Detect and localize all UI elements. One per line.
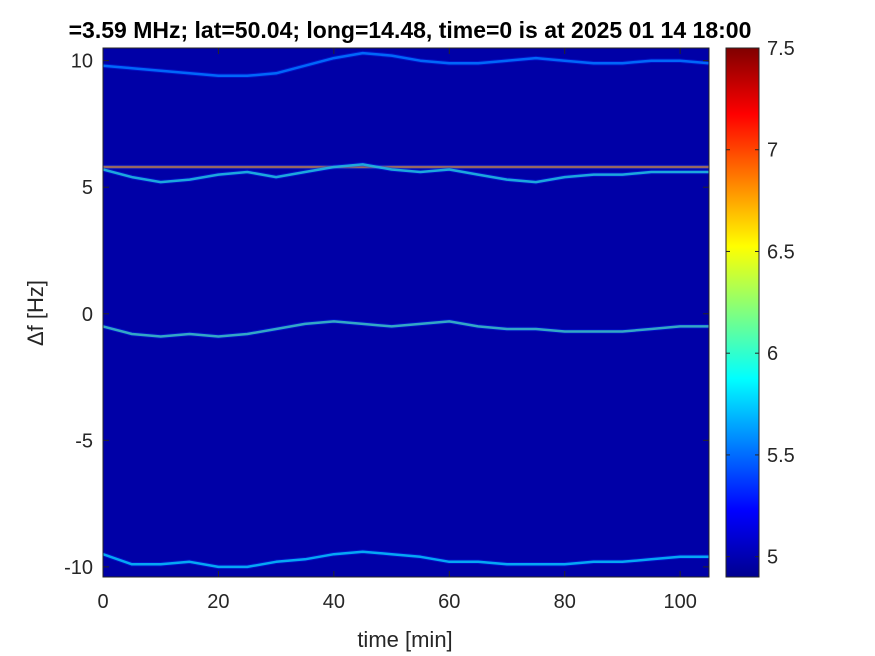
x-axis-label: time [min] [357,627,452,652]
colorbar-tick-label-2: 6 [767,343,778,365]
y-tick-label-4: -10 [64,557,93,579]
chart-title: =3.59 MHz; lat=50.04; long=14.48, time=0… [69,17,752,43]
y-tick-label-2: 0 [82,304,93,326]
colorbar-ticks: 5 5.5 6 6.5 7 7.5 [726,38,795,569]
x-tick-label-0: 0 [97,591,108,613]
trace-halo-3 [103,319,709,339]
y-tick-label-0: 10 [71,51,93,73]
plot-area-background [103,48,709,577]
colorbar-tick-label-3: 6.5 [767,241,795,263]
y-axis-label: Δf [Hz] [23,280,48,346]
x-tick-label-5: 100 [663,591,696,613]
trace-halo-4 [103,549,709,570]
colorbar-tick-label-1: 5.5 [767,445,795,467]
plot-frame [102,47,710,578]
y-axis-ticks: 10 5 0 -5 -10 [64,51,709,579]
trace-4 [103,550,709,569]
x-axis-ticks: 0 20 40 60 80 100 [97,48,697,613]
y-tick-label-3: -5 [75,430,93,452]
trace-0 [103,51,709,78]
y-tick-label-1: 5 [82,177,93,199]
x-tick-label-3: 60 [438,591,460,613]
colorbar-tick-label-4: 7 [767,140,778,162]
x-tick-label-4: 80 [554,591,576,613]
colorbar-tick-label-5: 7.5 [767,38,795,60]
trace-halo-0 [103,50,709,79]
x-tick-label-1: 20 [207,591,229,613]
x-tick-label-2: 40 [323,591,345,613]
colorbar-tick-label-0: 5 [767,547,778,569]
colorbar [725,47,760,578]
signal-traces [103,50,709,570]
trace-2 [103,163,709,184]
trace-halo-2 [103,162,709,185]
trace-3 [103,320,709,338]
